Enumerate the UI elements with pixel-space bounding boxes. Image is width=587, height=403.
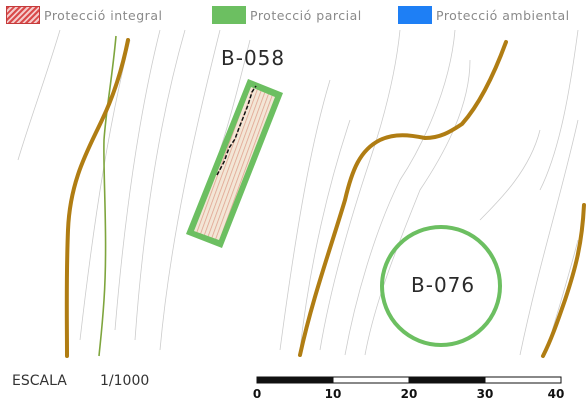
scale-tick-label: 0 <box>252 387 262 401</box>
scale-tick-label: 10 <box>324 387 342 401</box>
scale-ratio: 1/1000 <box>100 373 150 389</box>
scale-tick-label: 20 <box>400 387 418 401</box>
label-b076: B-076 <box>411 273 476 297</box>
legend-ambiental: Protecció ambiental <box>398 5 570 25</box>
green-swatch-icon <box>212 6 246 24</box>
footpath-line <box>98 35 117 357</box>
scale-tick-label: 40 <box>547 387 565 401</box>
hatched-red-swatch-icon <box>6 6 40 24</box>
scale-bar <box>256 376 562 384</box>
legend-integral: Protecció integral <box>6 5 162 25</box>
legend-parcial-label: Protecció parcial <box>250 7 362 23</box>
road-lines <box>64 38 586 358</box>
scale-tick-label: 30 <box>476 387 494 401</box>
blue-swatch-icon <box>398 6 432 24</box>
area-b058[interactable] <box>186 79 283 248</box>
label-b058: B-058 <box>221 46 286 70</box>
legend-integral-label: Protecció integral <box>44 7 163 23</box>
road-left <box>64 38 130 358</box>
area-b076[interactable] <box>380 225 502 347</box>
legend-parcial: Protecció parcial <box>212 5 362 25</box>
road-right <box>541 203 586 358</box>
road-center <box>298 40 508 357</box>
scale-label: ESCALA <box>12 373 67 389</box>
contour-lines <box>17 29 579 356</box>
legend-ambiental-label: Protecció ambiental <box>436 7 570 23</box>
building-outline <box>216 85 257 176</box>
